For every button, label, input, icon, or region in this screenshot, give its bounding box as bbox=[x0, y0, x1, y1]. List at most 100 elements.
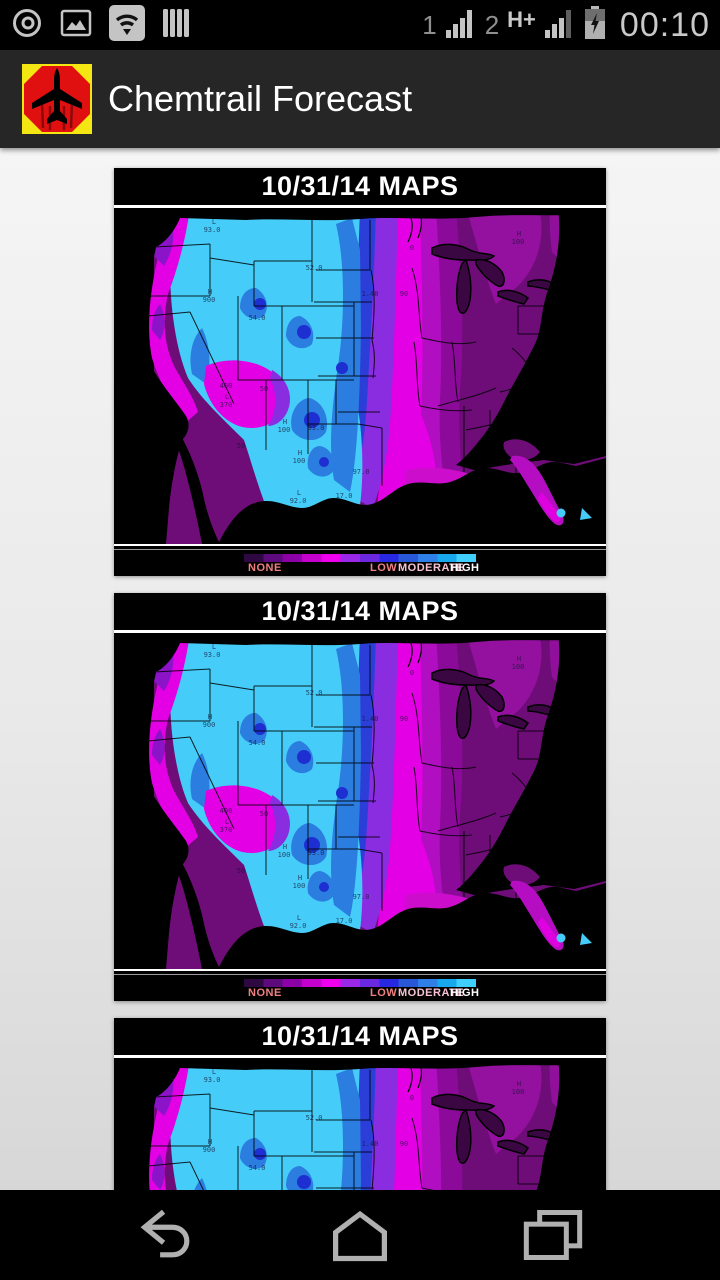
svg-text:92.0: 92.0 bbox=[290, 922, 307, 930]
svg-text:93.0: 93.0 bbox=[308, 424, 325, 432]
legend-label-moderate: MODERATE bbox=[398, 562, 465, 574]
svg-text:H: H bbox=[517, 230, 521, 238]
clock: 00:10 bbox=[619, 5, 710, 44]
svg-text:900: 900 bbox=[203, 721, 216, 729]
app-bar: Chemtrail Forecast bbox=[0, 50, 720, 148]
legend-label-moderate: MODERATE bbox=[398, 987, 465, 999]
svg-text:L: L bbox=[225, 818, 229, 826]
legend-label-low: LOW bbox=[370, 562, 398, 574]
svg-text:0: 0 bbox=[410, 244, 414, 252]
svg-text:0: 0 bbox=[410, 1094, 414, 1102]
divider bbox=[114, 549, 606, 550]
signal-strength-icon bbox=[544, 7, 576, 44]
svg-text:L: L bbox=[225, 393, 229, 401]
divider bbox=[114, 544, 606, 546]
svg-text:50: 50 bbox=[237, 442, 245, 450]
svg-text:100: 100 bbox=[512, 238, 525, 246]
svg-text:93.0: 93.0 bbox=[204, 651, 221, 659]
svg-text:1.40: 1.40 bbox=[362, 1140, 379, 1148]
svg-text:52.0: 52.0 bbox=[306, 264, 323, 272]
recents-button[interactable] bbox=[513, 1205, 593, 1265]
sim-toolkit-icon bbox=[162, 7, 192, 44]
sim2-label: 2 bbox=[484, 10, 500, 40]
svg-text:92.0: 92.0 bbox=[290, 497, 307, 505]
svg-text:100: 100 bbox=[293, 882, 306, 890]
signal-strength-icon bbox=[445, 7, 477, 44]
forecast-card[interactable]: 10/31/14 MAPS L93.052.0H90054.01.4090400… bbox=[114, 1018, 606, 1190]
screenshot-icon bbox=[60, 9, 92, 42]
card-title: 10/31/14 MAPS bbox=[114, 168, 606, 205]
intensity-legend: NONE LOW MODERATE HIGH bbox=[114, 550, 606, 576]
sim1-label: 1 bbox=[422, 10, 437, 40]
svg-text:90: 90 bbox=[400, 715, 408, 723]
svg-text:17.0: 17.0 bbox=[336, 917, 353, 925]
intensity-legend: NONE LOW MODERATE HIGH bbox=[114, 975, 606, 1001]
svg-text:54.0: 54.0 bbox=[249, 314, 266, 322]
svg-text:17.0: 17.0 bbox=[336, 492, 353, 500]
svg-text:370: 370 bbox=[220, 401, 233, 409]
svg-text:L: L bbox=[297, 914, 301, 922]
svg-text:100: 100 bbox=[512, 1088, 525, 1096]
svg-text:93.0: 93.0 bbox=[204, 1076, 221, 1084]
svg-text:54.0: 54.0 bbox=[249, 1164, 266, 1172]
svg-text:L: L bbox=[212, 643, 216, 651]
svg-text:H: H bbox=[208, 1138, 212, 1146]
svg-text:50: 50 bbox=[237, 867, 245, 875]
status-bar: 1 2 H+ bbox=[0, 0, 720, 50]
svg-text:H: H bbox=[208, 288, 212, 296]
svg-text:52.0: 52.0 bbox=[306, 1114, 323, 1122]
svg-text:L: L bbox=[212, 218, 216, 226]
svg-text:97.0: 97.0 bbox=[353, 893, 370, 901]
svg-text:52.0: 52.0 bbox=[306, 689, 323, 697]
legend-label-high: HIGH bbox=[450, 987, 480, 999]
svg-text:100: 100 bbox=[293, 457, 306, 465]
svg-text:400: 400 bbox=[220, 382, 233, 390]
divider bbox=[114, 974, 606, 975]
divider bbox=[114, 971, 606, 974]
svg-text:0: 0 bbox=[410, 669, 414, 677]
legend-label-none: NONE bbox=[248, 987, 282, 999]
svg-text:H: H bbox=[298, 449, 302, 457]
svg-text:H: H bbox=[517, 655, 521, 663]
svg-text:93.0: 93.0 bbox=[308, 849, 325, 857]
legend-label-low: LOW bbox=[370, 987, 398, 999]
svg-text:50: 50 bbox=[260, 385, 268, 393]
svg-text:370: 370 bbox=[220, 826, 233, 834]
card-title: 10/31/14 MAPS bbox=[114, 593, 606, 630]
svg-text:100: 100 bbox=[278, 851, 291, 859]
svg-text:93.0: 93.0 bbox=[204, 226, 221, 234]
svg-text:90: 90 bbox=[400, 1140, 408, 1148]
back-button[interactable] bbox=[127, 1205, 207, 1265]
forecast-map-image: L93.052.0H90054.01.4090400L37050H10093.0… bbox=[114, 1055, 606, 1190]
home-button[interactable] bbox=[320, 1205, 400, 1265]
svg-text:H: H bbox=[298, 874, 302, 882]
legend-gradient-bar bbox=[244, 979, 476, 987]
airplane-warning-logo-icon bbox=[22, 64, 92, 134]
svg-text:97.0: 97.0 bbox=[353, 468, 370, 476]
svg-text:H: H bbox=[517, 1080, 521, 1088]
svg-text:50: 50 bbox=[260, 810, 268, 818]
svg-text:90: 90 bbox=[400, 290, 408, 298]
svg-text:900: 900 bbox=[203, 296, 216, 304]
forecast-list: 10/31/14 MAPS L 93.0 52.0 H 900 54.0 1.40 90 400… bbox=[0, 148, 720, 1190]
svg-text:900: 900 bbox=[203, 1146, 216, 1154]
svg-text:400: 400 bbox=[220, 807, 233, 815]
card-title: 10/31/14 MAPS bbox=[114, 1018, 606, 1055]
legend-label-none: NONE bbox=[248, 562, 282, 574]
legend-label-high: HIGH bbox=[450, 562, 480, 574]
svg-text:54.0: 54.0 bbox=[249, 739, 266, 747]
network-type-badge: H+ bbox=[507, 7, 536, 32]
divider bbox=[114, 546, 606, 549]
svg-text:L: L bbox=[212, 1068, 216, 1076]
navigation-bar bbox=[0, 1190, 720, 1280]
divider bbox=[114, 969, 606, 971]
svg-text:H: H bbox=[283, 418, 287, 426]
legend-gradient-bar bbox=[244, 554, 476, 562]
svg-text:H: H bbox=[283, 843, 287, 851]
wifi-icon bbox=[108, 4, 146, 47]
